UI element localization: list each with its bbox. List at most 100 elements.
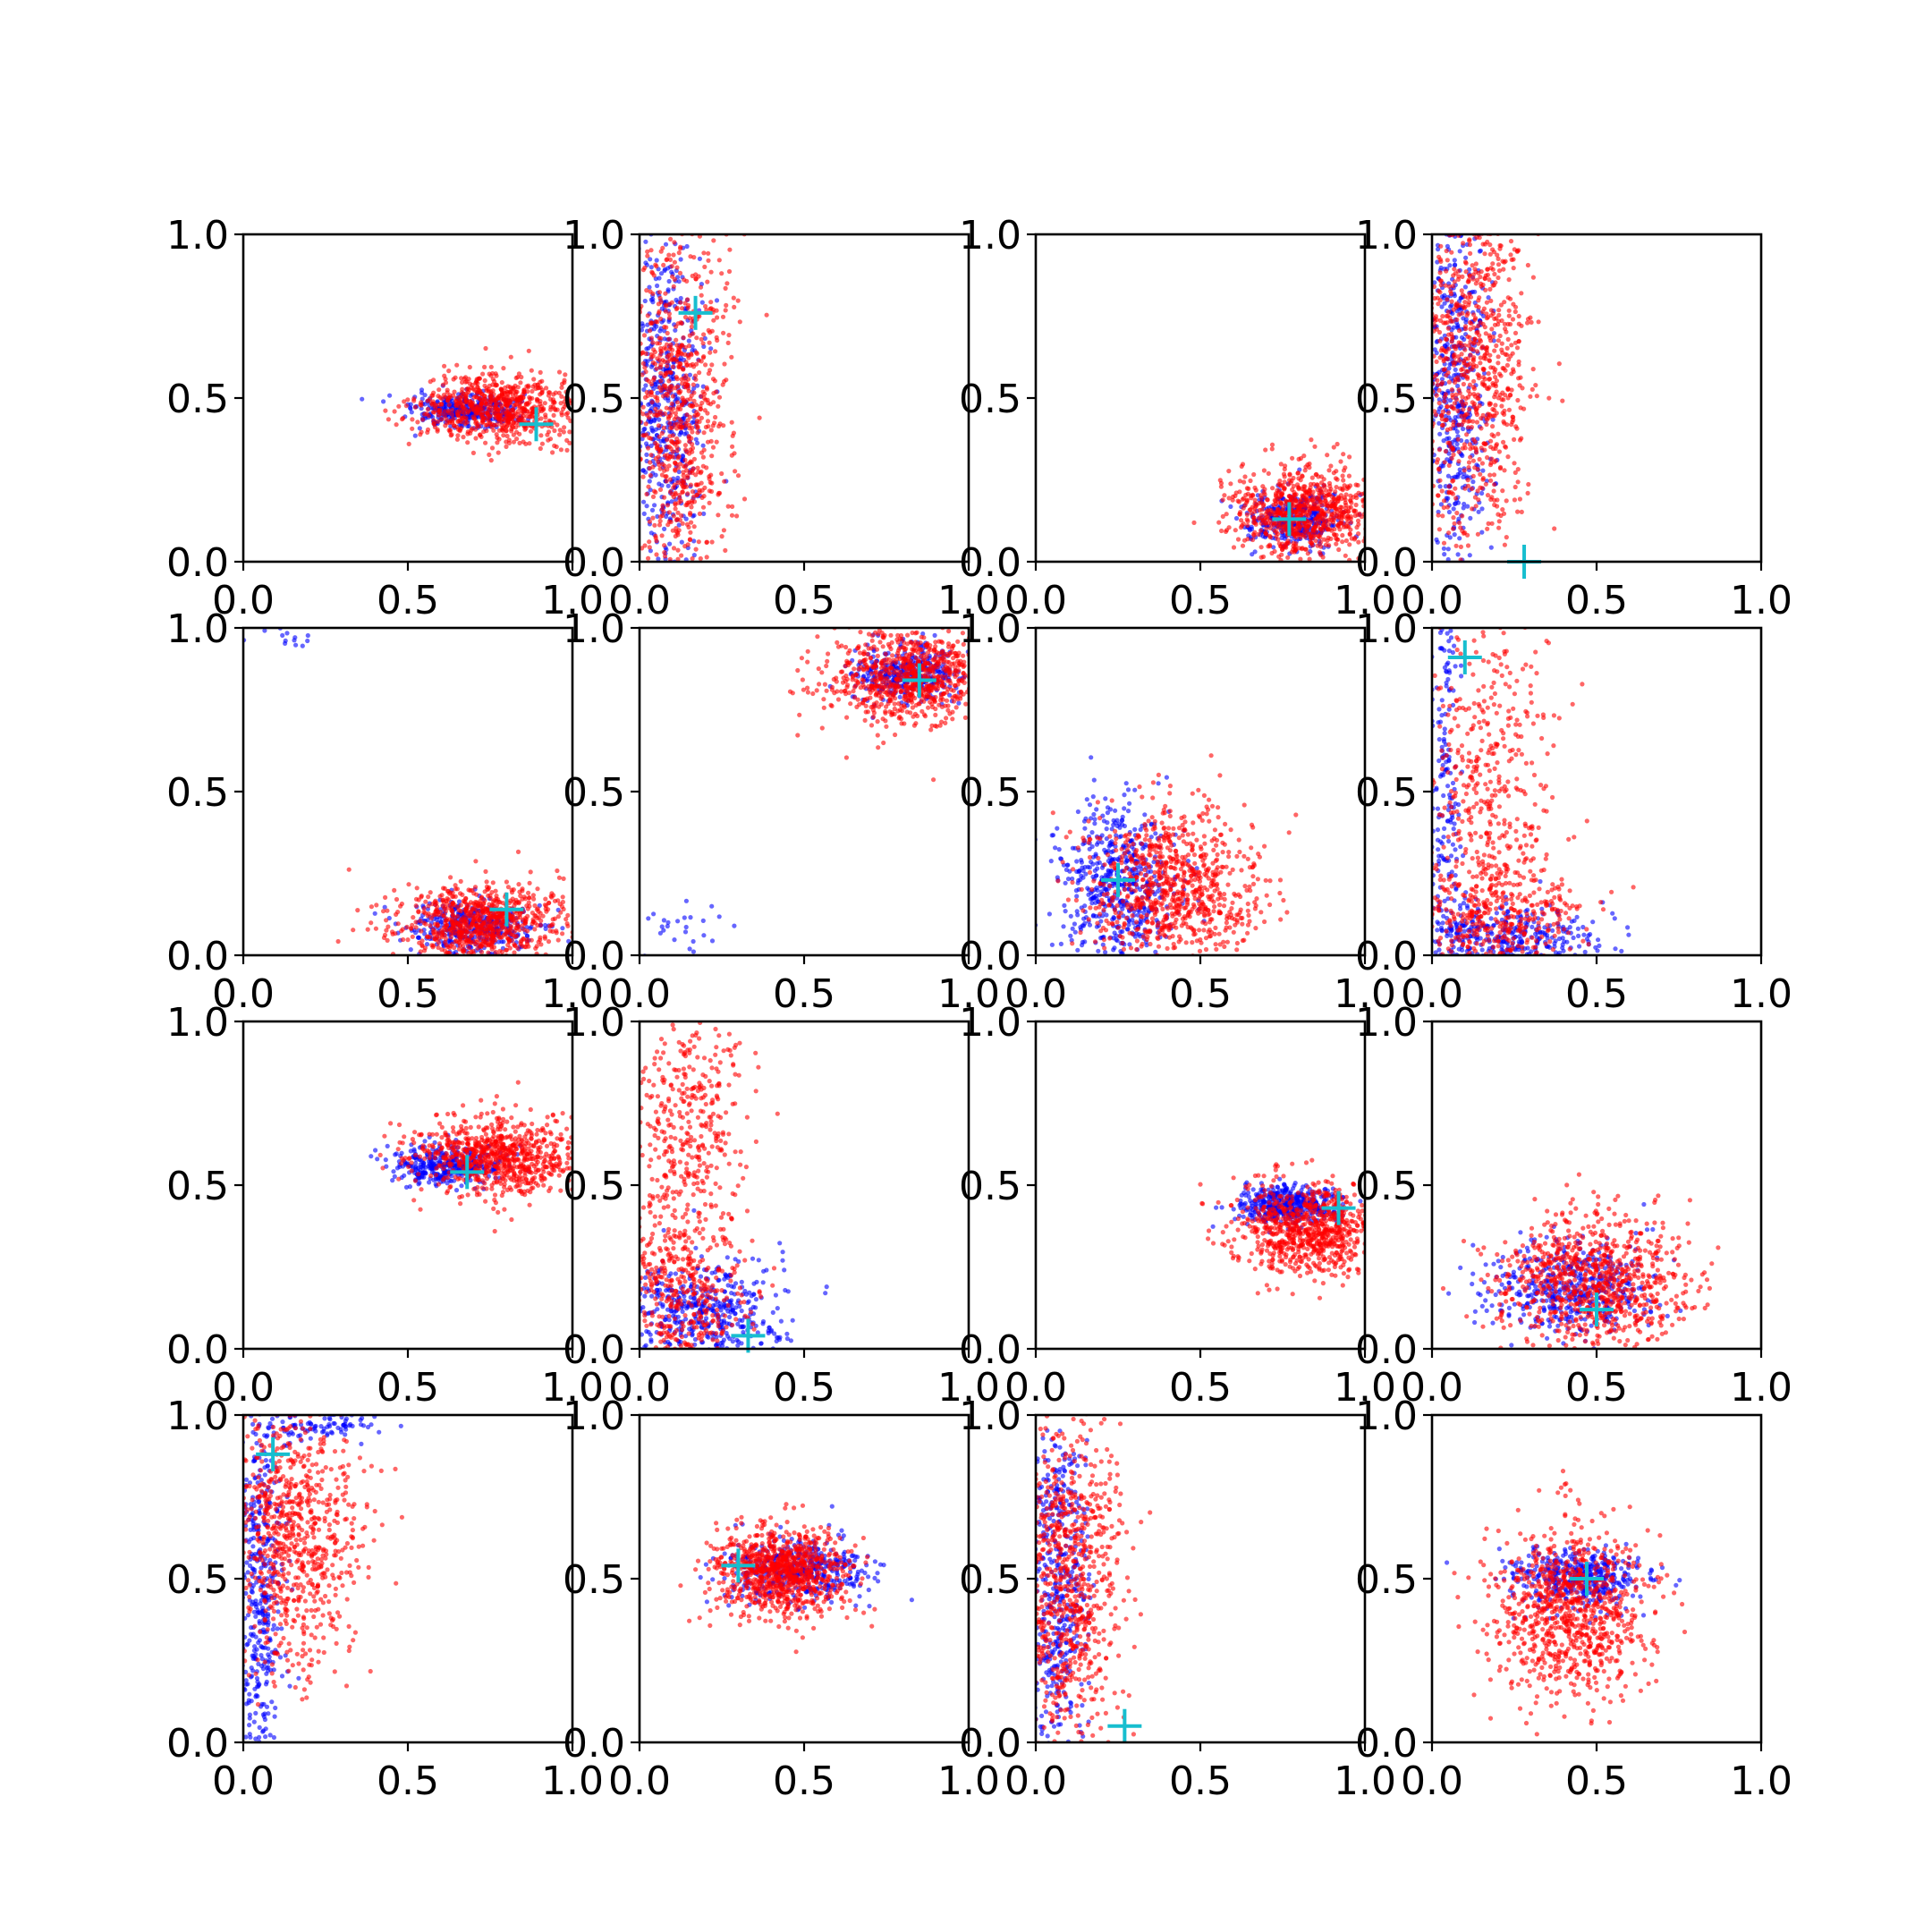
scatter-point xyxy=(1275,525,1281,530)
scatter-point xyxy=(670,356,675,361)
scatter-point xyxy=(1454,397,1460,402)
scatter-point xyxy=(420,417,426,422)
scatter-point xyxy=(1457,227,1462,232)
scatter-point xyxy=(1450,447,1455,453)
subplot-4: 0.00.00.50.51.01.0 xyxy=(1355,213,1792,623)
scatter-point xyxy=(1499,318,1504,324)
scatter-point xyxy=(669,439,674,445)
scatter-point xyxy=(551,412,556,418)
scatter-point xyxy=(1515,467,1521,472)
scatter-point xyxy=(452,389,457,394)
scatter-point xyxy=(668,236,674,242)
scatter-point xyxy=(1457,521,1462,526)
scatter-point xyxy=(1470,263,1475,268)
scatter-point xyxy=(1448,444,1453,449)
scatter-point xyxy=(1476,509,1481,514)
scatter-point xyxy=(1477,402,1482,408)
scatter-point xyxy=(445,410,452,415)
scatter-point xyxy=(1463,395,1469,402)
scatter-point xyxy=(562,377,567,383)
scatter-point xyxy=(1309,475,1315,480)
scatter-point xyxy=(518,380,523,386)
scatter-point xyxy=(504,424,509,429)
scatter-point xyxy=(1269,446,1275,452)
scatter-point xyxy=(1452,279,1457,284)
scatter-point xyxy=(641,333,648,338)
scatter-point xyxy=(1450,284,1456,289)
scatter-point xyxy=(673,411,679,416)
scatter-point xyxy=(1436,369,1442,375)
scatter-point xyxy=(538,403,545,410)
scatter-point xyxy=(1295,482,1301,487)
scatter-point xyxy=(724,377,729,383)
scatter-point xyxy=(1334,541,1339,547)
scatter-point xyxy=(1426,413,1430,418)
scatter-point xyxy=(661,394,666,399)
scatter-point xyxy=(1512,247,1517,252)
scatter-point xyxy=(679,481,684,487)
scatter-points xyxy=(1415,227,1565,562)
scatter-point xyxy=(1452,532,1457,538)
scatter-point xyxy=(1436,301,1441,307)
scatter-point xyxy=(1418,383,1422,387)
scatter-point xyxy=(1492,369,1497,375)
scatter-point xyxy=(702,335,708,341)
scatter-point xyxy=(687,402,693,408)
scatter-point xyxy=(628,271,632,275)
scatter-point xyxy=(1533,383,1538,388)
scatter-point xyxy=(1487,377,1492,382)
scatter-point xyxy=(1454,317,1460,322)
scatter-point xyxy=(647,539,652,545)
scatter-point xyxy=(1273,513,1278,519)
scatter-point xyxy=(709,362,715,368)
scatter-point xyxy=(661,509,666,514)
series-blue xyxy=(243,628,572,955)
scatter-point xyxy=(1508,296,1513,301)
scatter-point xyxy=(667,257,674,262)
scatter-point xyxy=(708,269,714,275)
series-red xyxy=(628,229,769,562)
scatter-point xyxy=(1462,373,1468,378)
scatter-point xyxy=(1451,419,1456,425)
scatter-point xyxy=(1513,304,1519,309)
scatter-point xyxy=(1439,304,1445,309)
scatter-point xyxy=(1493,402,1498,408)
x-tick-label: 0.0 xyxy=(212,578,275,623)
scatter-point xyxy=(1264,526,1269,531)
scatter-point xyxy=(684,475,691,480)
scatter-point xyxy=(1483,481,1488,487)
y-tick-label: 0.5 xyxy=(563,377,625,422)
scatter-point xyxy=(733,469,738,474)
scatter-point xyxy=(1226,469,1232,474)
scatter-point xyxy=(663,291,668,296)
scatter-point xyxy=(664,405,669,411)
scatter-point xyxy=(1508,239,1514,244)
scatter-point xyxy=(647,284,652,290)
scatter-point xyxy=(1415,364,1419,369)
scatter-point xyxy=(1498,373,1504,378)
scatter-point xyxy=(1450,318,1455,324)
scatter-point xyxy=(629,496,633,501)
scatter-point xyxy=(685,305,691,310)
x-tick-label: 1.0 xyxy=(1730,578,1792,623)
scatter-point xyxy=(1501,439,1506,445)
scatter-point xyxy=(1262,521,1267,526)
scatter-point xyxy=(667,229,672,233)
scatter-point xyxy=(1480,366,1486,371)
scatter-point xyxy=(1499,403,1504,409)
scatter-point xyxy=(499,405,504,411)
scatter-point xyxy=(665,437,670,443)
scatter-point xyxy=(544,386,549,391)
scatter-point xyxy=(623,280,627,284)
scatter-point xyxy=(1476,376,1482,381)
scatter-point xyxy=(496,428,502,433)
scatter-point xyxy=(446,428,452,433)
scatter-point xyxy=(1280,483,1285,488)
scatter-point xyxy=(1475,324,1480,329)
scatter-point xyxy=(709,480,715,486)
scatter-point xyxy=(454,411,461,417)
scatter-point xyxy=(453,395,459,401)
scatter-point xyxy=(447,394,453,400)
scatter-point xyxy=(1511,367,1516,372)
scatter-point xyxy=(470,450,477,455)
